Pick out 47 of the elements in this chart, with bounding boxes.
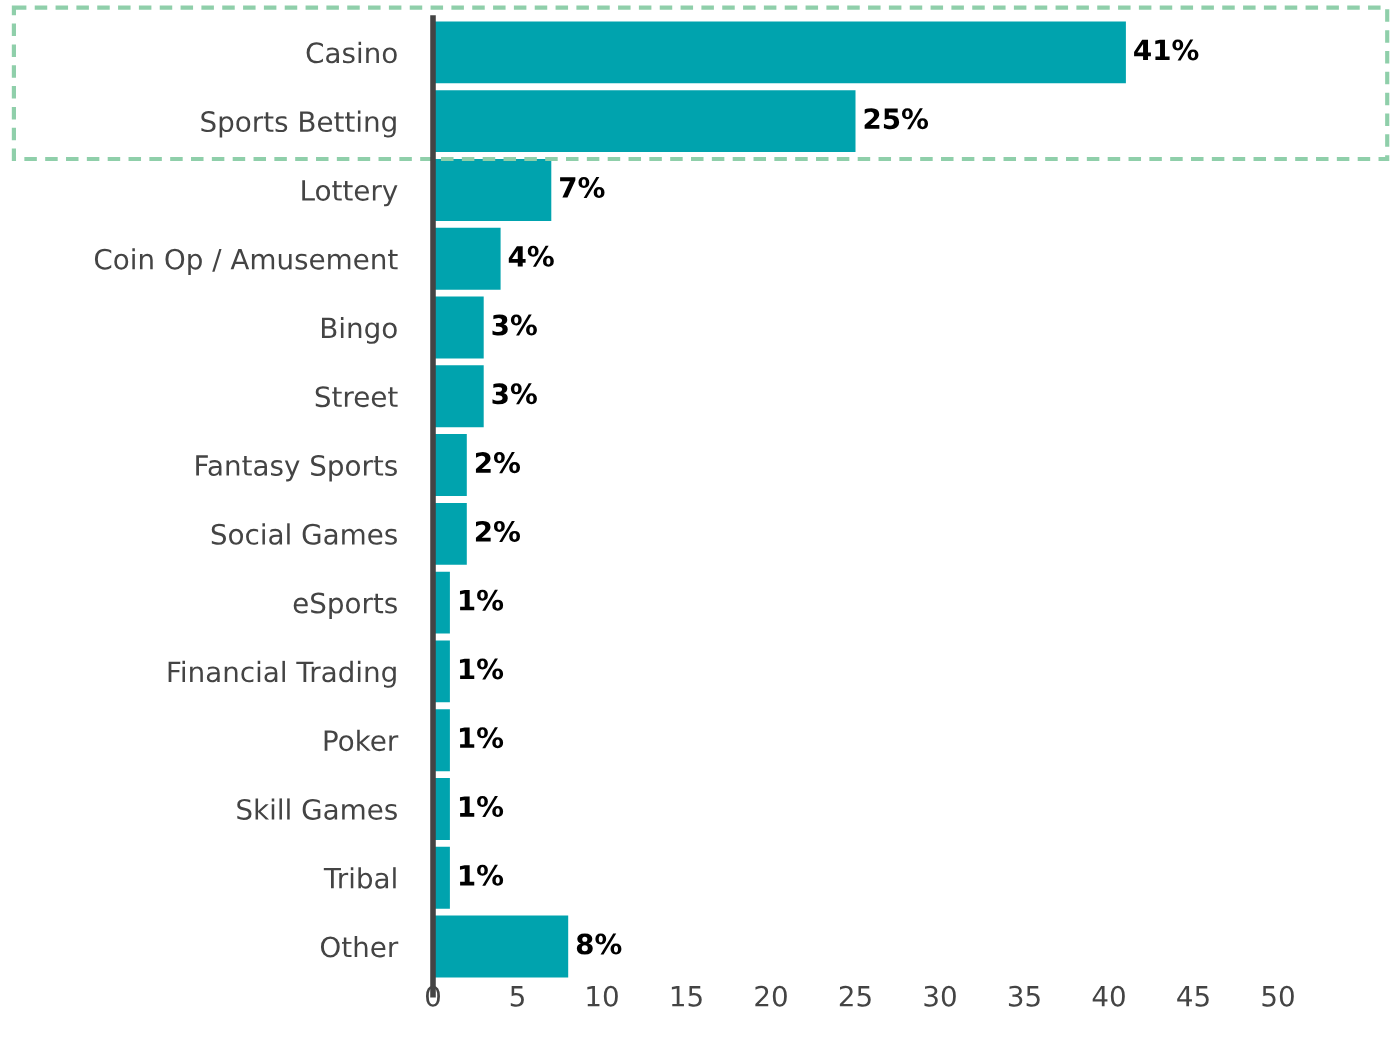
bar	[433, 296, 484, 359]
data-label: 25%	[864, 108, 929, 130]
x-tick-label: 15	[671, 986, 702, 1007]
data-label: 2%	[475, 452, 521, 474]
y-tick-label: Poker	[324, 729, 399, 752]
bar	[433, 21, 1126, 84]
y-tick-label: Bingo	[321, 316, 397, 344]
data-label: 3%	[492, 314, 537, 336]
y-tick-label: Skill Games	[237, 798, 397, 820]
x-tick-label: 20	[755, 985, 787, 1007]
data-label: 8%	[576, 933, 622, 955]
x-tick-label: 25	[839, 985, 871, 1007]
y-tick-label: Fantasy Sports	[196, 455, 397, 482]
x-tick-label: 35	[1008, 985, 1040, 1007]
bar	[433, 90, 856, 153]
data-label: 41%	[1134, 39, 1199, 61]
data-label: 1%	[459, 658, 504, 680]
x-tick-label: 10	[587, 985, 618, 1007]
data-label: 1%	[459, 796, 504, 818]
x-tick-label: 5	[510, 986, 524, 1007]
data-label: 2%	[475, 520, 521, 542]
x-tick-label: 30	[924, 985, 956, 1007]
data-label: 1%	[459, 864, 504, 886]
data-label: 7%	[560, 177, 605, 199]
x-tick-label: 40	[1092, 985, 1125, 1007]
y-tick-label: Other	[320, 935, 399, 958]
y-tick-label: Tribal	[323, 867, 396, 889]
bar	[433, 502, 467, 565]
data-label: 1%	[459, 589, 504, 611]
y-tick-label: Lottery	[302, 180, 398, 207]
y-tick-label: Casino	[306, 41, 397, 64]
bar	[433, 227, 501, 290]
data-label: 4%	[508, 245, 554, 267]
y-tick-label: Social Games	[211, 523, 397, 545]
y-tick-label: Financial Trading	[168, 660, 396, 688]
y-tick-label: Street	[315, 386, 398, 408]
y-tick-label: Sports Betting	[201, 110, 396, 138]
y-tick-label: Coin Op / Amusement	[94, 248, 398, 276]
x-tick-label: 45	[1177, 986, 1209, 1007]
data-label: 3%	[492, 383, 537, 405]
data-label: 1%	[459, 727, 504, 749]
bar	[433, 159, 552, 221]
bar	[433, 365, 484, 428]
y-tick-label: eSports	[293, 592, 397, 619]
bar	[433, 434, 467, 497]
bar	[433, 915, 569, 978]
x-tick-label: 50	[1262, 985, 1294, 1007]
